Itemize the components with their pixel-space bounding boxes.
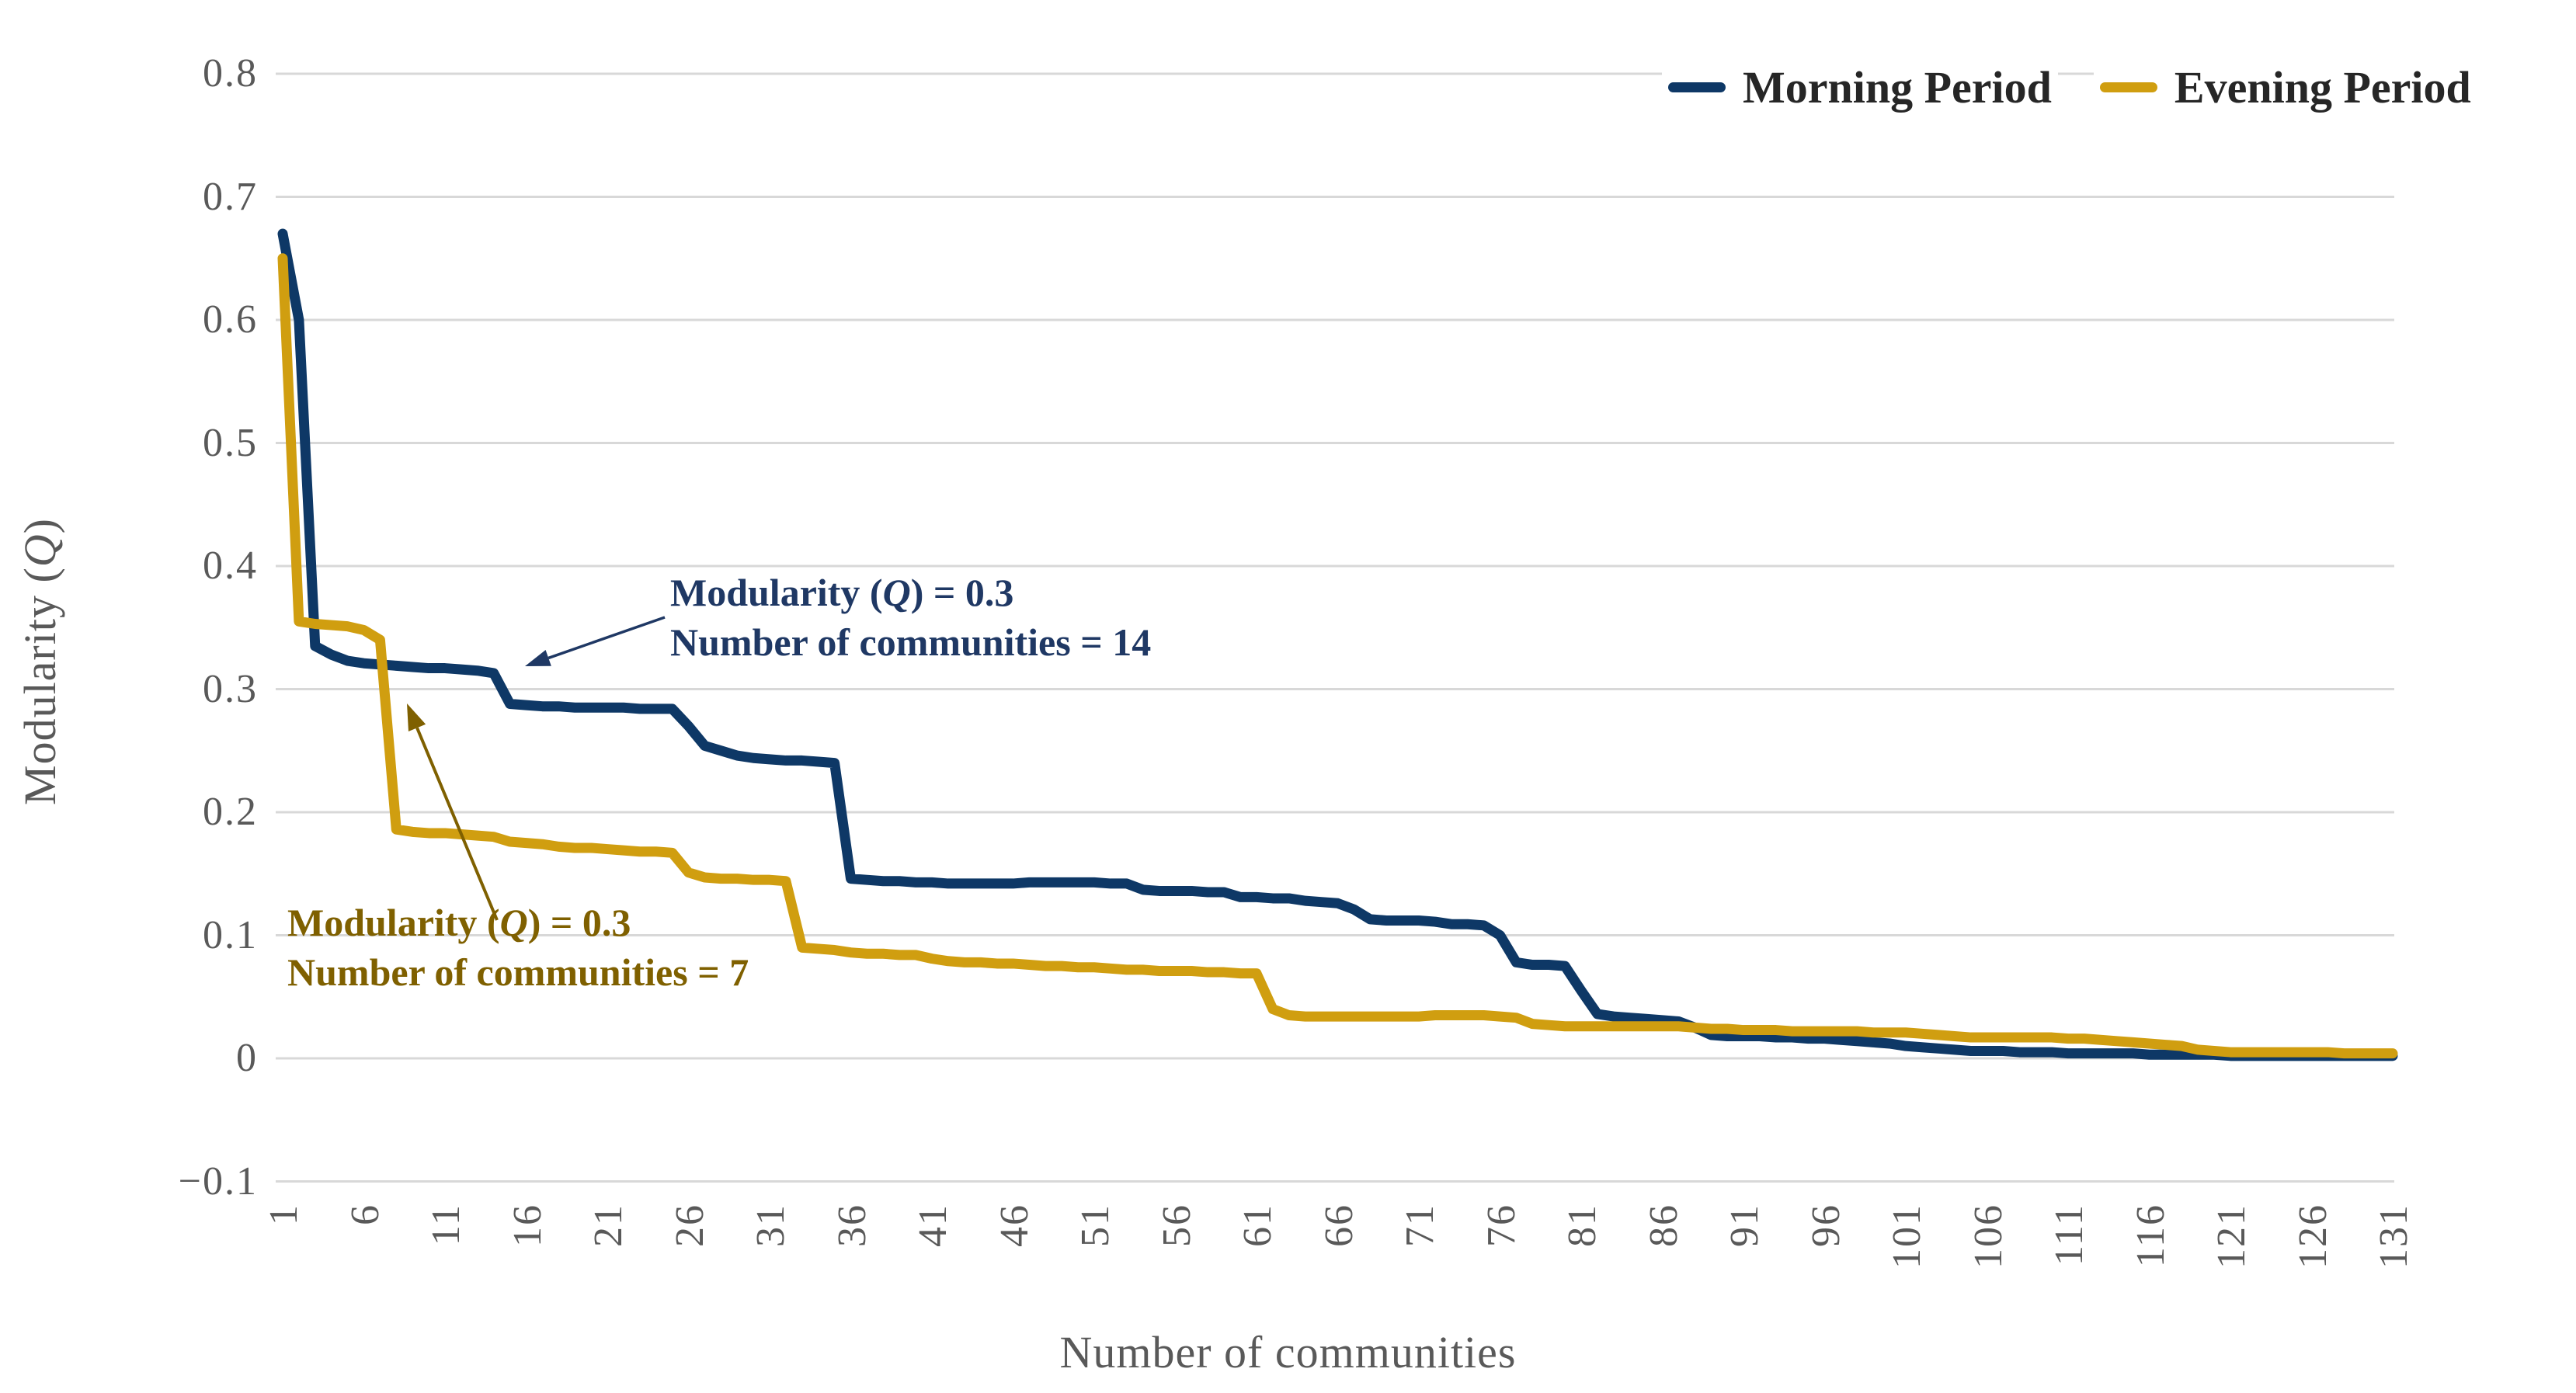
y-tick-label-0.6: 0.6	[203, 297, 258, 342]
x-axis-title: Number of communities	[1059, 1327, 1517, 1377]
annotation-arrow-line-morning-period	[548, 616, 666, 660]
y-axis-title: Modularity (Q)	[15, 517, 65, 806]
y-tick-label-0.4: 0.4	[203, 544, 258, 588]
evening-period-line	[277, 253, 2398, 1059]
y-tick-label-0.2: 0.2	[203, 790, 258, 834]
annotation-evening-period: Modularity (Q) = 0.3 Number of communiti…	[287, 898, 749, 997]
morning-period-line-marker-icon	[1668, 82, 1726, 92]
annotation-arrow-line-evening-period	[415, 727, 499, 921]
y-tick-label-0.5: 0.5	[203, 420, 258, 465]
evening-period-line-marker-icon	[2099, 82, 2157, 92]
annotation-morning-period: Modularity (Q) = 0.3 Number of communiti…	[670, 568, 1151, 667]
y-tick-label-0.1: 0.1	[203, 912, 258, 957]
annotation-arrowhead-icon	[407, 703, 426, 732]
legend-label-evening-period: Evening Period	[2174, 61, 2471, 113]
legend-item-evening-period: Evening Period	[2093, 59, 2477, 115]
annotation-evening-line-1: Modularity (Q) = 0.3	[287, 901, 631, 944]
y-tick-label-0.7: 0.7	[203, 174, 258, 219]
morning-period-line	[277, 228, 2398, 1061]
annotation-arrowhead-icon	[525, 650, 551, 666]
y-tick-label-−0.1: −0.1	[178, 1159, 258, 1204]
annotation-evening-line-2: Number of communities = 7	[287, 950, 749, 994]
annotation-morning-line-2: Number of communities = 14	[670, 620, 1152, 664]
annotation-morning-line-1: Modularity (Q) = 0.3	[670, 571, 1014, 614]
legend-item-morning-period: Morning Period	[1662, 59, 2058, 115]
y-tick-label-0: 0	[236, 1036, 258, 1080]
y-tick-label-0.3: 0.3	[203, 666, 258, 711]
legend-label-morning-period: Morning Period	[1743, 61, 2052, 113]
y-tick-label-0.8: 0.8	[203, 51, 258, 96]
legend: Morning Period Evening Period	[1662, 59, 2477, 115]
